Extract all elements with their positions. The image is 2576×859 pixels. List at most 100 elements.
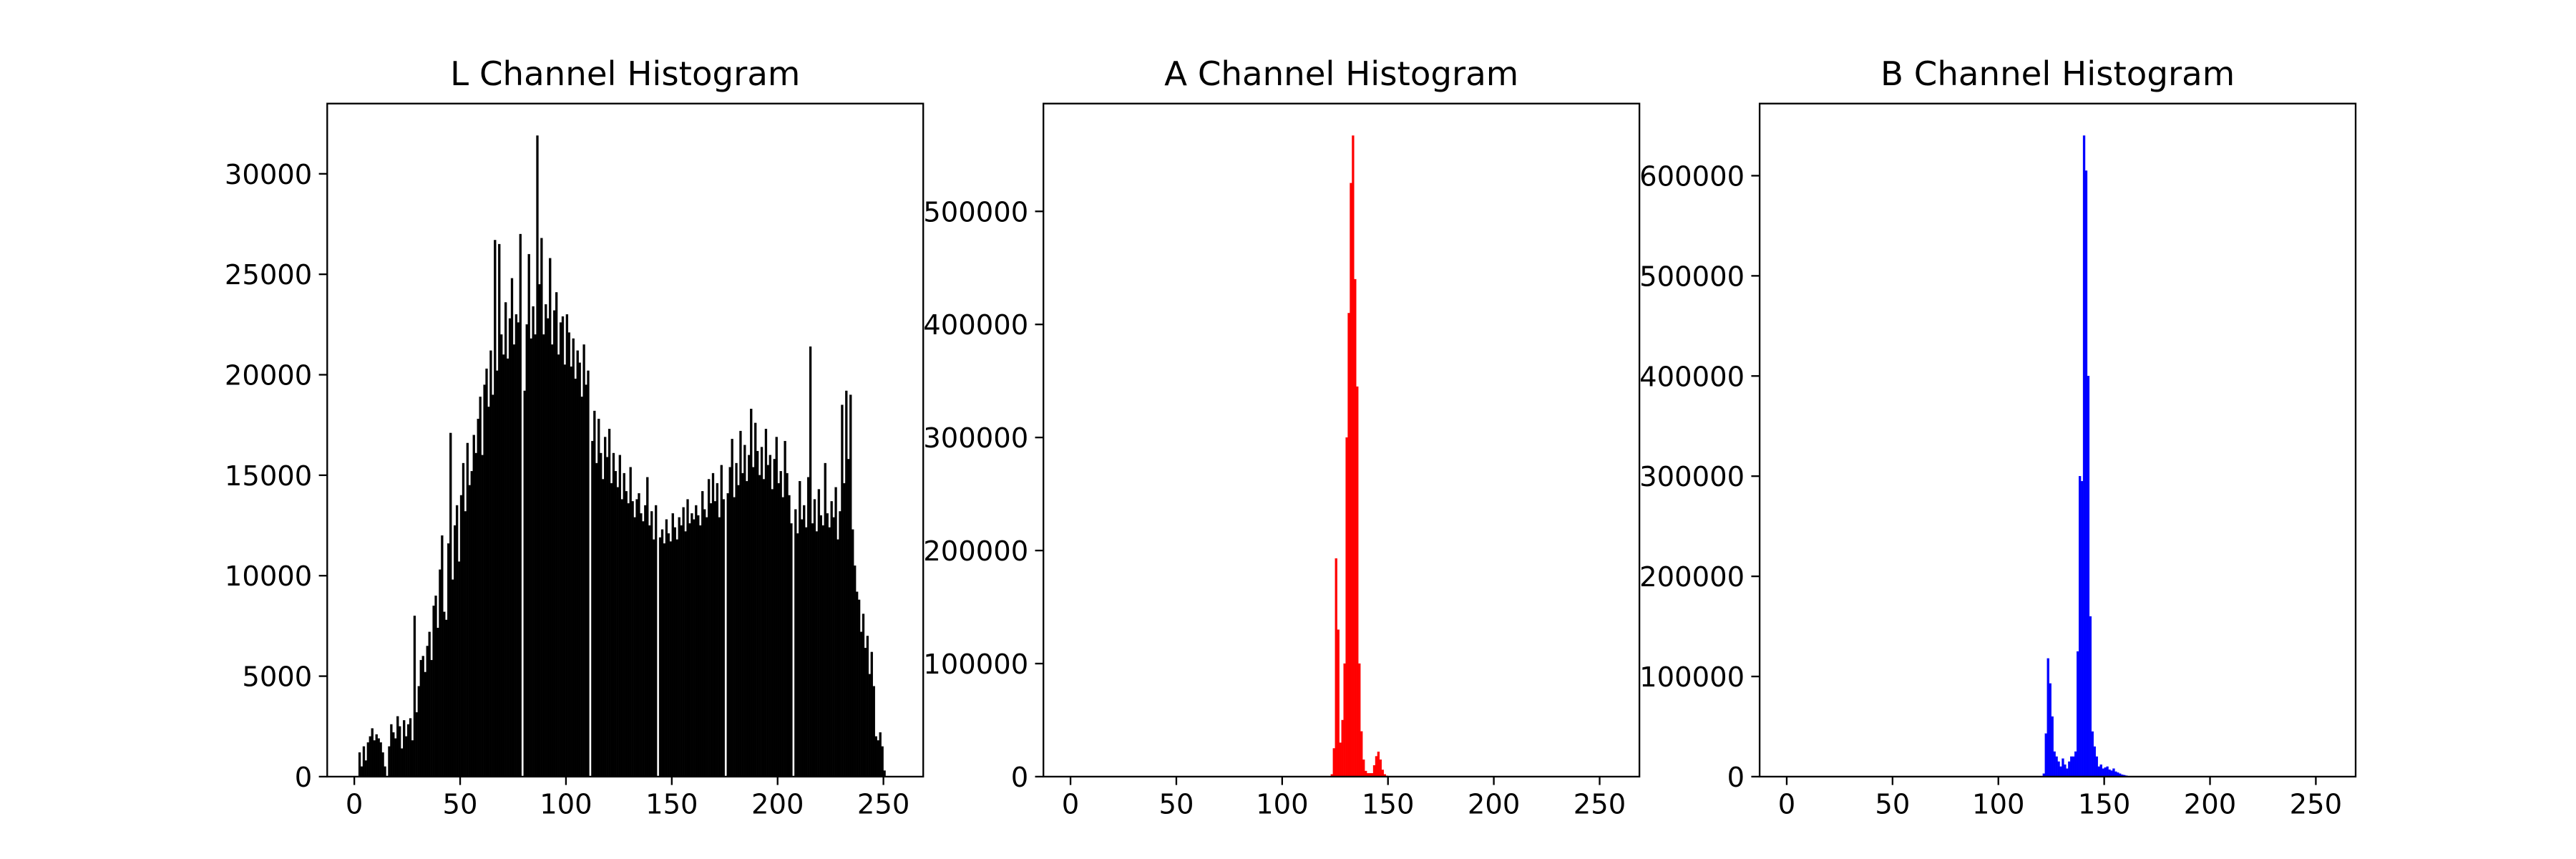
histogram-bar bbox=[2097, 766, 2100, 777]
histogram-bar bbox=[678, 517, 680, 777]
histogram-bar bbox=[663, 543, 666, 777]
histogram-bar bbox=[746, 481, 748, 777]
histogram-bar bbox=[703, 509, 706, 777]
x-tick-label: 0 bbox=[346, 788, 364, 820]
histogram-bar bbox=[2068, 761, 2071, 777]
histogram-bar bbox=[728, 467, 731, 777]
histogram-bar bbox=[731, 439, 733, 777]
histogram-bar bbox=[2095, 756, 2098, 777]
histogram-bar bbox=[570, 367, 572, 777]
x-tick-label: 100 bbox=[1256, 788, 1308, 820]
histogram-bar bbox=[1350, 183, 1352, 777]
histogram-bar bbox=[399, 726, 401, 777]
x-tick-label: 250 bbox=[2290, 788, 2342, 820]
histogram-bar bbox=[673, 527, 676, 777]
histogram-bar bbox=[464, 511, 467, 777]
x-tick-label: 200 bbox=[751, 788, 804, 820]
y-tick-label: 30000 bbox=[225, 159, 312, 191]
histogram-bar bbox=[874, 736, 877, 777]
histogram-bar bbox=[479, 397, 482, 777]
histogram-bar bbox=[2087, 376, 2090, 777]
histogram-bar bbox=[525, 324, 528, 777]
histogram-bar bbox=[769, 455, 772, 777]
histogram-bar bbox=[2057, 761, 2060, 777]
y-tick-label: 100000 bbox=[1639, 661, 1745, 694]
histogram-bar bbox=[775, 437, 778, 777]
histogram-bar bbox=[691, 513, 693, 777]
histogram-bar bbox=[722, 499, 725, 777]
histogram-bar bbox=[1358, 663, 1361, 777]
histogram-bar bbox=[2104, 767, 2107, 777]
histogram-bar bbox=[375, 734, 378, 777]
histogram-bar bbox=[2066, 768, 2069, 777]
histogram-bar bbox=[629, 467, 632, 777]
histogram-bar bbox=[705, 517, 708, 777]
histogram-bar bbox=[650, 511, 653, 777]
histogram-bar bbox=[2093, 746, 2096, 777]
histogram-bar bbox=[2053, 751, 2056, 777]
histogram-bar bbox=[881, 746, 884, 777]
histogram-bar bbox=[1354, 278, 1357, 777]
histogram-bar bbox=[600, 452, 602, 777]
histogram-bar bbox=[2062, 758, 2064, 777]
histogram-bar bbox=[2046, 658, 2049, 777]
histogram-bar bbox=[762, 479, 766, 777]
histogram-bar bbox=[684, 531, 687, 777]
histogram-bar bbox=[862, 613, 865, 777]
chart-title: B Channel Histogram bbox=[1880, 55, 2235, 94]
histogram-bar bbox=[653, 539, 655, 777]
histogram-bar bbox=[1375, 756, 1378, 777]
histogram-bar bbox=[403, 720, 406, 777]
histogram-bar bbox=[492, 394, 494, 777]
plot-frame bbox=[1758, 102, 2357, 778]
histogram-bar bbox=[733, 497, 736, 777]
histogram-bar bbox=[512, 344, 516, 777]
plot-frame bbox=[1043, 102, 1641, 778]
histogram-bar bbox=[404, 736, 408, 777]
histogram-bar bbox=[870, 651, 873, 777]
histogram-bar bbox=[781, 497, 784, 777]
histogram-bar bbox=[396, 716, 399, 777]
histogram-bar bbox=[711, 472, 715, 777]
histogram-bar bbox=[582, 344, 585, 777]
histogram-bar bbox=[648, 525, 651, 777]
histogram-bar bbox=[605, 457, 609, 777]
histogram-bar bbox=[608, 429, 611, 777]
y-tick-label: 400000 bbox=[923, 309, 1028, 341]
histogram-bar bbox=[462, 462, 465, 777]
x-tick-label: 100 bbox=[540, 788, 592, 820]
histogram-bar bbox=[866, 636, 869, 777]
y-tick-label: 0 bbox=[295, 762, 313, 794]
histogram-bar bbox=[726, 492, 729, 777]
histogram-bar bbox=[803, 505, 806, 777]
y-tick-label: 200000 bbox=[923, 535, 1028, 568]
y-tick-label: 300000 bbox=[923, 422, 1028, 455]
histogram-bar bbox=[362, 746, 366, 777]
histogram-bar bbox=[523, 390, 526, 777]
histogram-bar bbox=[633, 517, 636, 777]
histogram-bar bbox=[587, 370, 590, 777]
histogram-bar bbox=[854, 566, 857, 777]
histogram-bar bbox=[549, 258, 552, 777]
histogram-bar bbox=[381, 752, 384, 777]
histogram-bar bbox=[883, 770, 886, 777]
histogram-bar bbox=[470, 471, 473, 777]
histogram-bar bbox=[658, 537, 662, 777]
histogram-bar bbox=[602, 479, 605, 777]
histogram-bar bbox=[826, 513, 829, 777]
histogram-bar bbox=[580, 397, 583, 777]
histogram-bar bbox=[701, 491, 704, 777]
histogram-bar bbox=[790, 523, 793, 777]
histogram-bar bbox=[834, 487, 837, 777]
y-tick-label: 10000 bbox=[225, 560, 312, 593]
histogram-bar bbox=[477, 419, 479, 777]
histogram-bar bbox=[424, 671, 426, 777]
histogram-bar bbox=[540, 238, 543, 777]
histogram-bar bbox=[2059, 766, 2062, 777]
histogram-bar bbox=[756, 451, 759, 777]
histogram-bar bbox=[481, 455, 484, 777]
histogram-bar bbox=[519, 233, 522, 777]
histogram-bar bbox=[654, 505, 658, 777]
chart-title: A Channel Histogram bbox=[1164, 55, 1518, 94]
